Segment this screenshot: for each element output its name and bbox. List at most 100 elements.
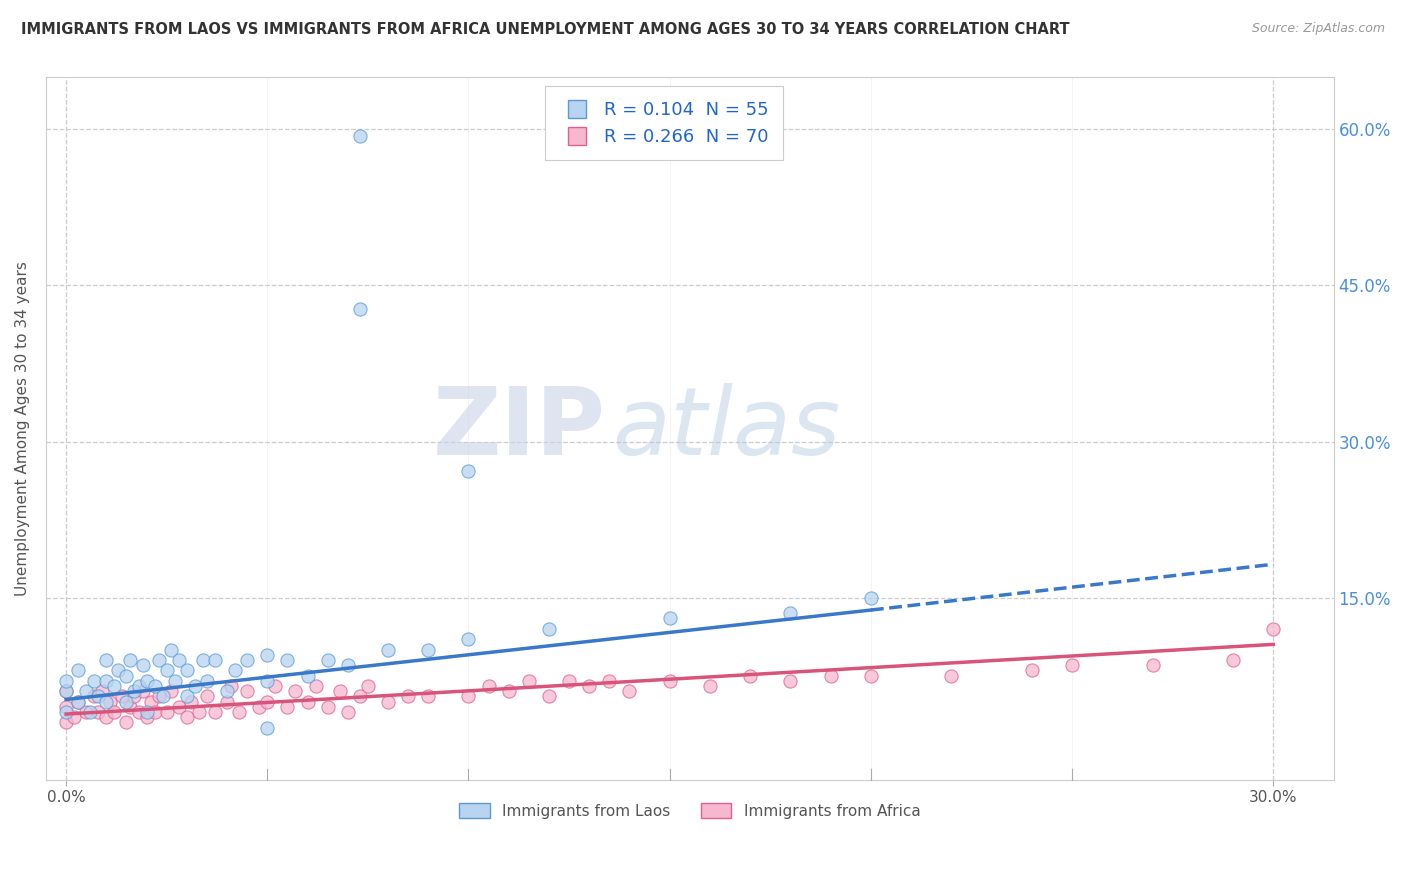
Point: [276, 699, 298, 714]
Point: [107, 664, 129, 678]
Point: [135, 673, 157, 688]
Point: [498, 684, 520, 698]
Point: [159, 642, 181, 657]
Point: [357, 679, 380, 693]
Point: [236, 684, 259, 698]
Point: [148, 690, 170, 704]
Point: [156, 664, 179, 678]
Point: [87, 705, 110, 719]
Point: [131, 658, 153, 673]
Text: atlas: atlas: [613, 383, 841, 474]
Point: [336, 705, 359, 719]
Point: [658, 611, 681, 625]
Point: [215, 684, 238, 698]
Point: [120, 653, 142, 667]
Point: [316, 653, 339, 667]
Point: [67, 695, 90, 709]
Point: [55, 684, 77, 698]
Text: Source: ZipAtlas.com: Source: ZipAtlas.com: [1251, 22, 1385, 36]
Point: [191, 653, 214, 667]
Point: [558, 673, 581, 688]
Point: [176, 690, 198, 704]
Point: [91, 684, 114, 698]
Point: [304, 679, 326, 693]
Point: [83, 690, 105, 704]
Point: [159, 684, 181, 698]
Point: [578, 679, 600, 693]
Point: [224, 664, 246, 678]
Point: [941, 668, 963, 682]
Point: [264, 679, 287, 693]
Point: [1142, 658, 1164, 673]
Point: [55, 684, 77, 698]
Point: [195, 690, 218, 704]
Point: [228, 705, 250, 719]
Point: [115, 715, 138, 730]
Point: [418, 690, 440, 704]
Point: [377, 695, 399, 709]
Point: [457, 632, 479, 647]
Point: [598, 673, 620, 688]
Point: [115, 668, 138, 682]
Point: [336, 658, 359, 673]
Point: [103, 705, 125, 719]
Point: [96, 653, 118, 667]
Point: [215, 695, 238, 709]
Point: [87, 690, 110, 704]
Point: [96, 695, 118, 709]
Point: [128, 679, 150, 693]
Point: [135, 705, 157, 719]
Text: ZIP: ZIP: [433, 383, 606, 475]
Text: IMMIGRANTS FROM LAOS VS IMMIGRANTS FROM AFRICA UNEMPLOYMENT AMONG AGES 30 TO 34 : IMMIGRANTS FROM LAOS VS IMMIGRANTS FROM …: [21, 22, 1070, 37]
Point: [619, 684, 641, 698]
Point: [247, 699, 270, 714]
Point: [67, 695, 90, 709]
Point: [740, 668, 762, 682]
Point: [55, 705, 77, 719]
Point: [377, 642, 399, 657]
Point: [75, 684, 97, 698]
Point: [128, 705, 150, 719]
Point: [120, 699, 142, 714]
Point: [658, 673, 681, 688]
Point: [187, 705, 209, 719]
Point: [859, 591, 882, 605]
Point: [219, 679, 242, 693]
Point: [143, 705, 166, 719]
Point: [131, 684, 153, 698]
Point: [1021, 664, 1043, 678]
Point: [184, 679, 207, 693]
Point: [297, 668, 319, 682]
Point: [779, 673, 801, 688]
Point: [96, 673, 118, 688]
Point: [103, 679, 125, 693]
Point: [115, 695, 138, 709]
Point: [124, 684, 146, 698]
Point: [256, 648, 278, 662]
Point: [1062, 658, 1084, 673]
Point: [176, 664, 198, 678]
Point: [163, 673, 186, 688]
Point: [284, 684, 307, 698]
Point: [55, 699, 77, 714]
Point: [329, 684, 352, 698]
Point: [236, 653, 259, 667]
Point: [537, 622, 560, 636]
Point: [79, 705, 101, 719]
Point: [396, 690, 419, 704]
Point: [297, 695, 319, 709]
Point: [349, 690, 371, 704]
Point: [176, 710, 198, 724]
Point: [256, 721, 278, 735]
Point: [256, 673, 278, 688]
Point: [276, 653, 298, 667]
Point: [55, 673, 77, 688]
Point: [1222, 653, 1244, 667]
Point: [135, 710, 157, 724]
Point: [349, 128, 371, 143]
Point: [699, 679, 721, 693]
Point: [820, 668, 842, 682]
Point: [98, 695, 121, 709]
Point: [156, 705, 179, 719]
Point: [152, 690, 174, 704]
